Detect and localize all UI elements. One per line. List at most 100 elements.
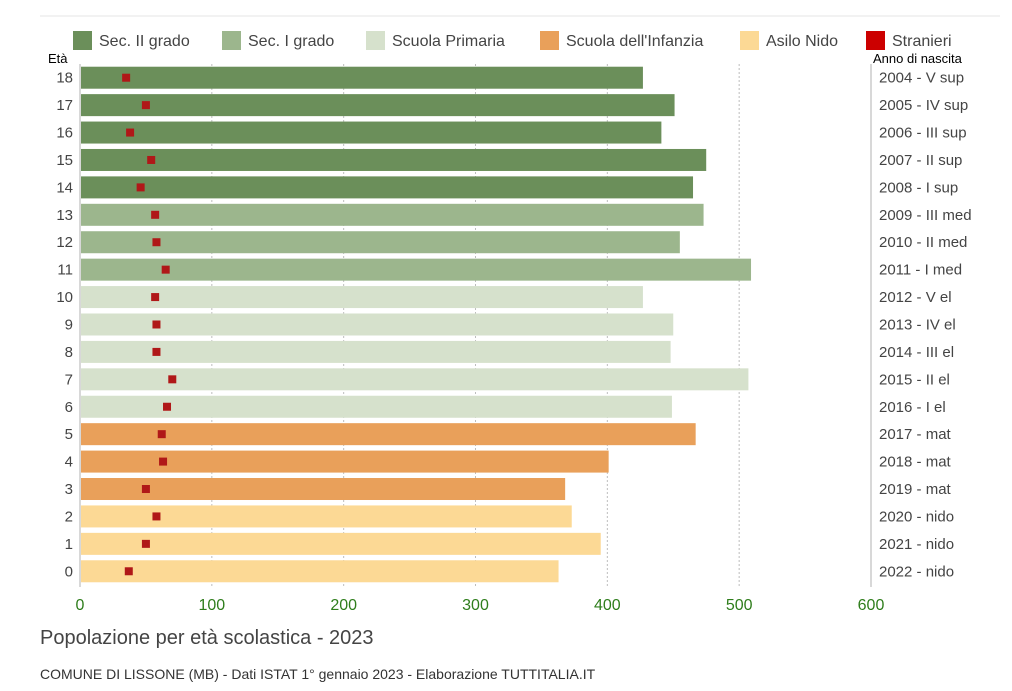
birth-year-label: 2021 - nido xyxy=(879,536,954,553)
x-tick-label: 0 xyxy=(76,597,85,614)
birth-year-label: 2011 - I med xyxy=(879,262,962,279)
legend-label: Scuola dell'Infanzia xyxy=(566,33,703,50)
bar-age-18 xyxy=(81,66,643,89)
age-label: 1 xyxy=(65,536,73,553)
age-label: 11 xyxy=(57,262,73,279)
birth-year-label: 2004 - V sup xyxy=(879,70,964,87)
legend-swatch xyxy=(740,31,759,50)
stranieri-marker-age-15 xyxy=(147,155,156,164)
legend-swatch xyxy=(866,31,885,50)
x-tick-label: 600 xyxy=(858,597,885,614)
stranieri-marker-age-16 xyxy=(126,128,135,137)
age-label: 12 xyxy=(56,234,73,251)
birth-year-label: 2016 - I el xyxy=(879,399,946,416)
bar-age-17 xyxy=(81,94,675,117)
x-tick-label: 100 xyxy=(198,597,225,614)
age-label: 9 xyxy=(65,316,73,333)
stranieri-marker-age-12 xyxy=(152,238,161,247)
birth-year-label: 2006 - III sup xyxy=(879,125,967,142)
legend-label: Stranieri xyxy=(892,33,952,50)
bar-age-8 xyxy=(81,340,671,363)
chart-title: Popolazione per età scolastica - 2023 xyxy=(40,627,374,649)
age-label: 2 xyxy=(65,508,73,525)
legend-swatch xyxy=(366,31,385,50)
stranieri-marker-age-6 xyxy=(163,402,172,411)
x-tick-label: 400 xyxy=(594,597,621,614)
bar-age-13 xyxy=(81,203,704,226)
age-label: 14 xyxy=(56,179,73,196)
bar-age-14 xyxy=(81,176,694,199)
birth-year-label: 2022 - nido xyxy=(879,563,954,580)
bar-age-4 xyxy=(81,450,609,473)
age-label: 18 xyxy=(56,70,73,87)
bar-age-0 xyxy=(81,560,559,583)
x-tick-label: 300 xyxy=(462,597,489,614)
chart-subtitle: COMUNE DI LISSONE (MB) - Dati ISTAT 1° g… xyxy=(40,666,596,682)
bar-age-12 xyxy=(81,231,680,254)
y-axis-label-left: Età xyxy=(48,51,68,66)
age-label: 10 xyxy=(56,289,73,306)
legend-label: Scuola Primaria xyxy=(392,33,505,50)
stranieri-marker-age-0 xyxy=(124,567,133,576)
bar-age-10 xyxy=(81,286,643,309)
stranieri-marker-age-11 xyxy=(161,265,170,274)
stranieri-marker-age-8 xyxy=(152,347,161,356)
bar-age-9 xyxy=(81,313,674,336)
birth-year-label: 2005 - IV sup xyxy=(879,97,968,114)
birth-year-label: 2007 - II sup xyxy=(879,152,962,169)
bar-age-11 xyxy=(81,258,752,281)
legend-swatch xyxy=(222,31,241,50)
legend-swatch xyxy=(540,31,559,50)
age-label: 5 xyxy=(65,426,73,443)
birth-year-label: 2015 - II el xyxy=(879,371,950,388)
age-label: 16 xyxy=(56,125,73,142)
stranieri-marker-age-13 xyxy=(151,210,160,219)
stranieri-marker-age-5 xyxy=(157,430,166,439)
age-label: 0 xyxy=(65,563,73,580)
birth-year-label: 2008 - I sup xyxy=(879,179,958,196)
stranieri-marker-age-9 xyxy=(152,320,161,329)
age-label: 13 xyxy=(56,207,73,224)
age-label: 4 xyxy=(65,454,73,471)
bar-age-5 xyxy=(81,423,696,446)
legend: Sec. II grado Sec. I grado Scuola Primaria… xyxy=(73,31,952,50)
birth-year-label: 2017 - mat xyxy=(879,426,952,443)
x-axis-tick-labels: 0 100 200 300 400 500 600 xyxy=(76,597,885,614)
bar-age-16 xyxy=(81,121,662,144)
x-tick-label: 200 xyxy=(330,597,357,614)
bar-age-6 xyxy=(81,395,672,418)
birth-year-label: 2014 - III el xyxy=(879,344,954,361)
age-label: 17 xyxy=(56,97,73,114)
birth-year-label: 2012 - V el xyxy=(879,289,952,306)
bar-age-15 xyxy=(81,148,707,171)
age-label: 8 xyxy=(65,344,73,361)
bar-age-7 xyxy=(81,368,749,391)
birth-year-label: 2010 - II med xyxy=(879,234,967,251)
age-label: 6 xyxy=(65,399,73,416)
birth-year-label: 2009 - III med xyxy=(879,207,972,224)
bar-age-3 xyxy=(81,478,566,501)
stranieri-marker-age-4 xyxy=(159,457,168,466)
x-tick-label: 500 xyxy=(726,597,753,614)
birth-year-tick-labels: 2004 - V sup 2005 - IV sup 2006 - III sup 2… xyxy=(879,70,972,581)
stranieri-marker-age-14 xyxy=(136,183,145,192)
stranieri-marker-age-1 xyxy=(141,539,150,548)
stranieri-marker-age-2 xyxy=(152,512,161,521)
legend-label: Sec. II grado xyxy=(99,33,190,50)
stranieri-marker-age-17 xyxy=(141,101,150,110)
legend-label: Sec. I grado xyxy=(248,33,334,50)
bar-age-1 xyxy=(81,532,601,555)
age-label: 15 xyxy=(56,152,73,169)
birth-year-label: 2020 - nido xyxy=(879,508,954,525)
stranieri-marker-age-7 xyxy=(168,375,177,384)
stranieri-marker-age-3 xyxy=(141,485,150,494)
birth-year-label: 2013 - IV el xyxy=(879,316,956,333)
bar-age-2 xyxy=(81,505,572,528)
birth-year-label: 2018 - mat xyxy=(879,454,952,471)
birth-year-label: 2019 - mat xyxy=(879,481,952,498)
age-label: 7 xyxy=(65,371,73,388)
legend-label: Asilo Nido xyxy=(766,33,838,50)
y-axis-label-right: Anno di nascita xyxy=(873,51,963,66)
